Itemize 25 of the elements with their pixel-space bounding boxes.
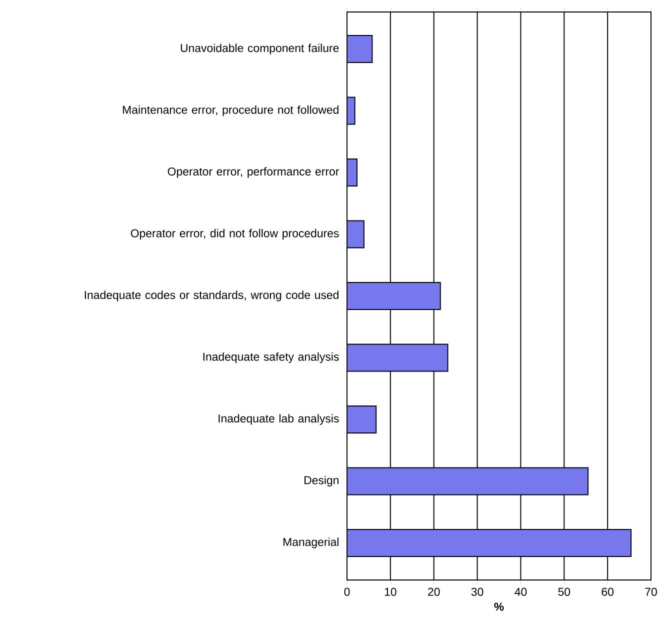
x-axis-title: % (494, 602, 504, 611)
y-tick-label: Inadequate lab analysis (218, 414, 339, 425)
y-tick-label: Managerial (283, 538, 338, 548)
bar (347, 220, 364, 248)
bar (347, 344, 448, 372)
x-tick-label: 20 (428, 588, 440, 596)
x-tick-label: 30 (471, 588, 484, 596)
x-tick-label: 40 (514, 588, 527, 596)
bar (347, 528, 632, 557)
y-tick-label: Inadequate codes or standards, wrong code used (84, 290, 338, 302)
y-tick-label: Design (304, 476, 338, 487)
bar (347, 282, 441, 310)
x-tick-label: 0 (344, 588, 350, 596)
y-tick-label: Operator error, performance error (168, 167, 340, 178)
bar (347, 405, 377, 434)
y-tick-label: Maintenance error, procedure not followed (122, 105, 338, 116)
bar (347, 467, 589, 496)
x-tick-label: 10 (384, 588, 396, 596)
y-tick-label: Inadequate safety analysis (203, 352, 339, 364)
y-tick-label: Unavoidable component failure (180, 44, 339, 54)
x-tick-label: 50 (558, 588, 570, 596)
bar (347, 35, 373, 64)
y-tick-label: Operator error, did not follow procedures (130, 228, 339, 240)
x-tick-label: 70 (645, 588, 657, 596)
x-tick-label: 60 (602, 588, 614, 596)
